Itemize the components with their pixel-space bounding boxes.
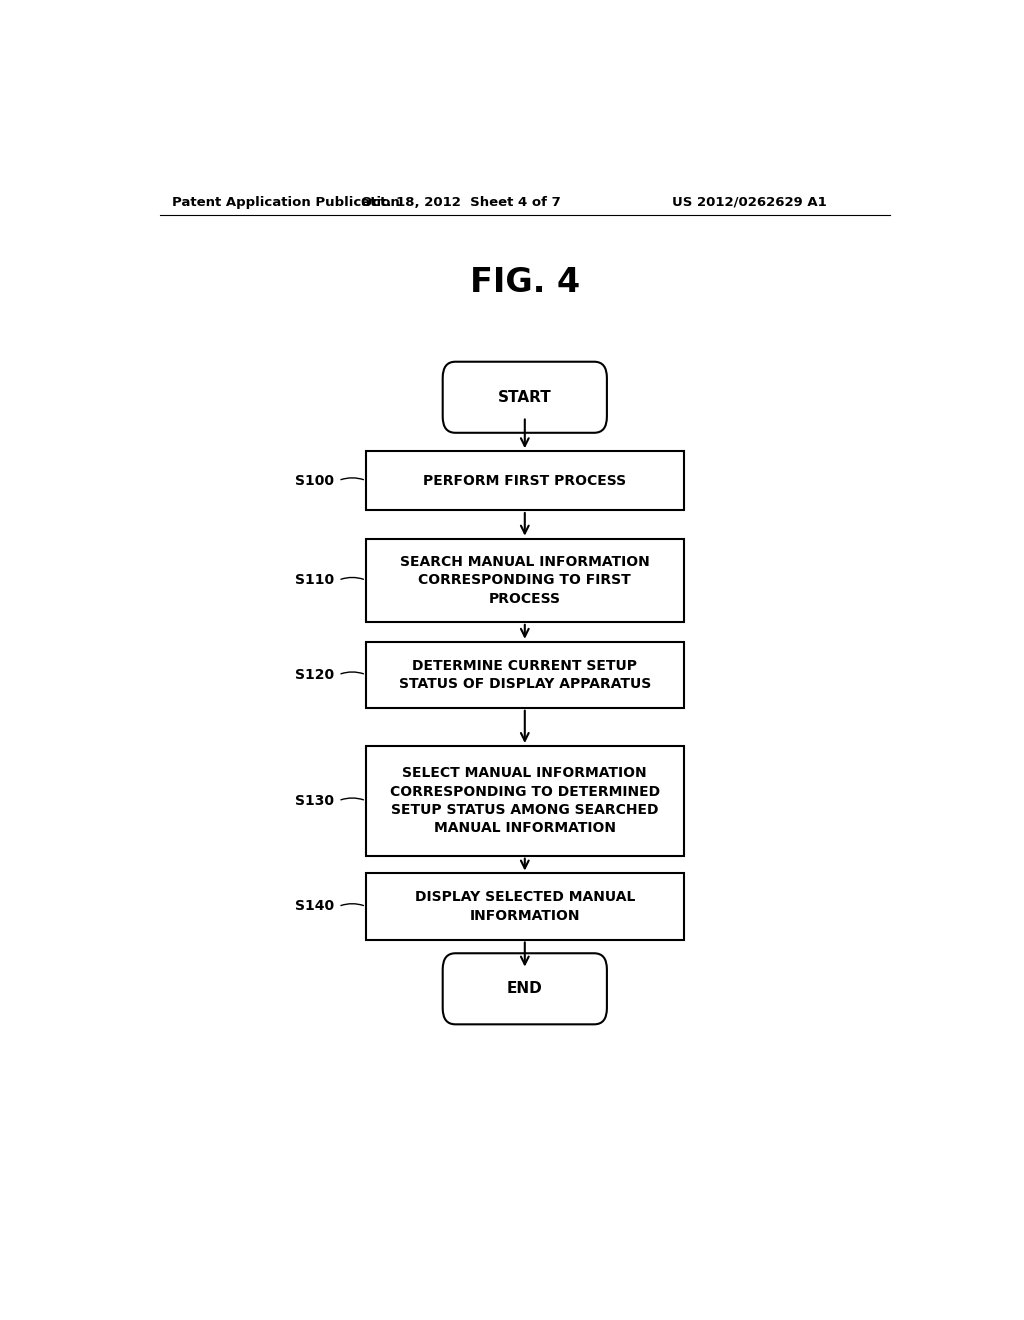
- Text: SEARCH MANUAL INFORMATION
CORRESPONDING TO FIRST
PROCESS: SEARCH MANUAL INFORMATION CORRESPONDING …: [400, 554, 649, 606]
- FancyBboxPatch shape: [442, 953, 607, 1024]
- Text: S120: S120: [295, 668, 334, 681]
- Bar: [367, 539, 684, 622]
- Text: DETERMINE CURRENT SETUP
STATUS OF DISPLAY APPARATUS: DETERMINE CURRENT SETUP STATUS OF DISPLA…: [398, 659, 651, 690]
- Text: END: END: [507, 981, 543, 997]
- Bar: [367, 451, 684, 510]
- Bar: [367, 746, 684, 855]
- Bar: [367, 874, 684, 940]
- Text: S130: S130: [295, 793, 334, 808]
- Text: Patent Application Publication: Patent Application Publication: [172, 195, 399, 209]
- Text: DISPLAY SELECTED MANUAL
INFORMATION: DISPLAY SELECTED MANUAL INFORMATION: [415, 890, 635, 923]
- Text: START: START: [498, 389, 552, 405]
- Text: S140: S140: [295, 899, 334, 913]
- Text: FIG. 4: FIG. 4: [470, 265, 580, 298]
- Text: PERFORM FIRST PROCESS: PERFORM FIRST PROCESS: [423, 474, 627, 487]
- Text: S110: S110: [295, 573, 334, 587]
- Text: Oct. 18, 2012  Sheet 4 of 7: Oct. 18, 2012 Sheet 4 of 7: [361, 195, 561, 209]
- Text: S100: S100: [295, 474, 334, 487]
- FancyBboxPatch shape: [442, 362, 607, 433]
- Text: US 2012/0262629 A1: US 2012/0262629 A1: [672, 195, 826, 209]
- Text: SELECT MANUAL INFORMATION
CORRESPONDING TO DETERMINED
SETUP STATUS AMONG SEARCHE: SELECT MANUAL INFORMATION CORRESPONDING …: [390, 766, 659, 836]
- Bar: [367, 642, 684, 708]
